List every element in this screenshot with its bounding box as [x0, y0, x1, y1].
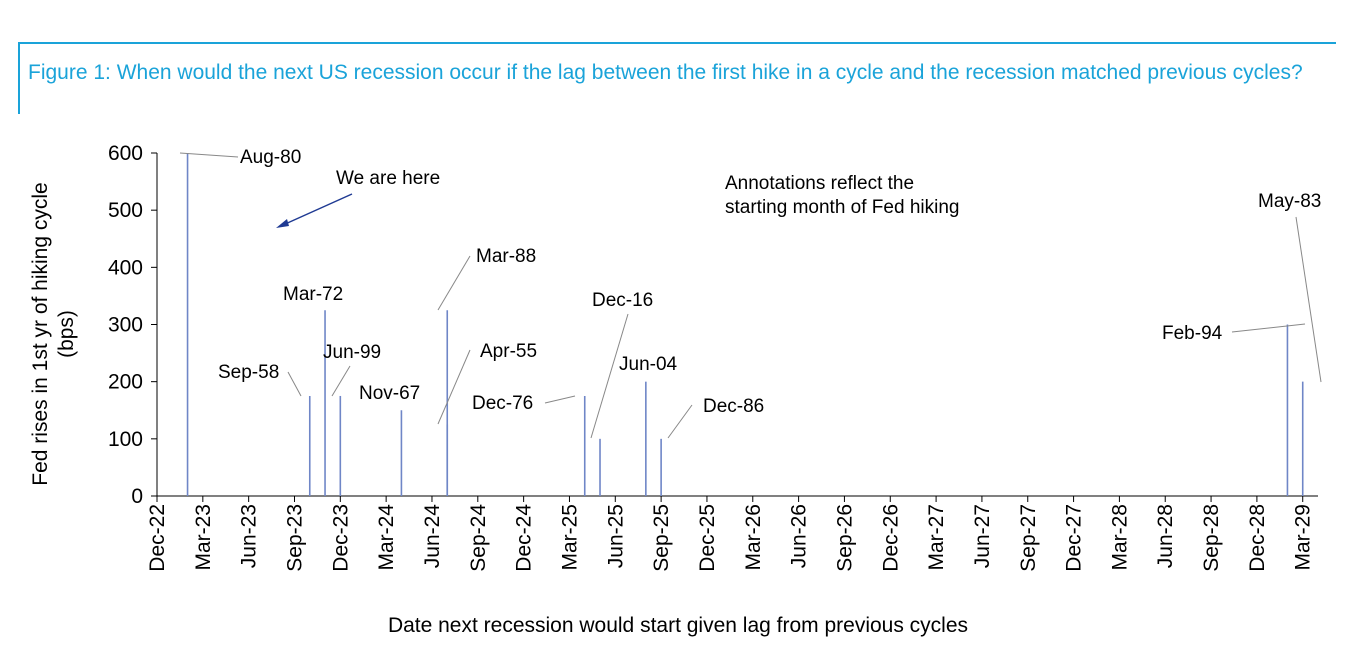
y-tick-label: 0	[131, 485, 143, 508]
we-are-here-arrowhead	[276, 219, 289, 228]
leader-line	[437, 255, 471, 311]
note-line-1: Annotations reflect the	[725, 173, 914, 194]
x-tick-label: Jun-28	[1154, 504, 1177, 568]
x-tick-label: Mar-29	[1292, 504, 1315, 571]
x-tick-label: Jun-23	[238, 504, 261, 568]
x-tick-label: Mar-28	[1108, 504, 1131, 571]
figure-title: Figure 1: When would the next US recessi…	[28, 61, 1303, 84]
bar-label: Aug-80	[240, 147, 301, 168]
y-axis-title-line-2: (bps)	[55, 310, 78, 358]
axes: 0 100 200 300 400 500 600 Dec-22 Mar-23 Jun-23 Sep…	[108, 142, 1318, 572]
x-tick-label: Dec-26	[879, 504, 902, 572]
x-tick-label: Mar-27	[925, 504, 948, 571]
x-tick-label: Sep-23	[283, 504, 306, 572]
leader-line	[179, 152, 239, 158]
x-tick-label: Sep-28	[1200, 504, 1223, 572]
bars	[186, 153, 1304, 496]
x-tick-label: Dec-25	[696, 504, 719, 572]
y-tick-label: 400	[108, 256, 143, 279]
x-tick-label: Jun-24	[421, 504, 444, 569]
bar-label: Nov-67	[359, 383, 420, 404]
x-axis-title: Date next recession would start given la…	[388, 614, 968, 637]
x-tick-label: Mar-24	[375, 504, 398, 571]
leader-line	[1231, 323, 1306, 333]
bar-label: Dec-76	[472, 393, 533, 414]
leader-line	[437, 349, 471, 425]
bar-label: Jun-99	[323, 342, 381, 363]
y-tick-label: 500	[108, 199, 143, 222]
bar-label: Dec-16	[592, 290, 653, 311]
x-tick-label: Mar-26	[742, 504, 765, 571]
bar-label: Apr-55	[480, 341, 537, 362]
leader-line	[544, 395, 576, 404]
y-axis-title-line-1: Fed rises in 1st yr of hiking cycle	[29, 182, 52, 485]
leader-line	[331, 365, 351, 397]
figure-title-box: Figure 1: When would the next US recessi…	[18, 42, 1336, 114]
x-tick-label: Sep-27	[1017, 504, 1040, 572]
x-tick-label: Sep-24	[467, 504, 490, 572]
bar-label: Feb-94	[1162, 323, 1223, 344]
x-tick-label: Dec-27	[1063, 504, 1086, 572]
leader-line	[287, 371, 302, 397]
x-tick-label: Jun-27	[971, 504, 994, 568]
x-tick-label: Jun-26	[788, 504, 811, 568]
we-are-here-arrow	[282, 193, 353, 226]
bar-label: Mar-72	[283, 284, 343, 305]
x-tick-label: Dec-23	[329, 504, 352, 572]
annotations: We are here Annotations reflect the star…	[276, 168, 959, 228]
we-are-here-label: We are here	[336, 168, 440, 189]
bar-label: May-83	[1258, 191, 1321, 212]
bar-label: Sep-58	[218, 362, 279, 383]
x-tick-label: Sep-26	[833, 504, 856, 572]
leader-line	[590, 313, 629, 439]
x-tick-label: Dec-28	[1246, 504, 1269, 572]
note-line-2: starting month of Fed hiking	[725, 197, 959, 218]
bar-label: Jun-04	[619, 354, 678, 375]
bar-labels: Aug-80 Sep-58 Mar-72 Jun-99 Nov-67 Mar-88 Apr-…	[179, 147, 1322, 439]
x-tick-label: Dec-24	[513, 504, 536, 572]
y-tick-label: 100	[108, 428, 143, 451]
x-tick-label: Mar-23	[192, 504, 215, 571]
x-tick-label: Mar-25	[558, 504, 581, 571]
x-tick-label: Dec-22	[146, 504, 169, 572]
leader-line	[667, 404, 693, 439]
y-tick-label: 300	[108, 314, 143, 337]
leader-line	[1295, 216, 1322, 383]
x-tick-label: Jun-25	[604, 504, 627, 568]
y-tick-label: 200	[108, 371, 143, 394]
y-tick-label: 600	[108, 142, 143, 165]
x-tick-label: Sep-25	[650, 504, 673, 572]
bar-label: Mar-88	[476, 246, 536, 267]
bar-label: Dec-86	[703, 396, 764, 417]
